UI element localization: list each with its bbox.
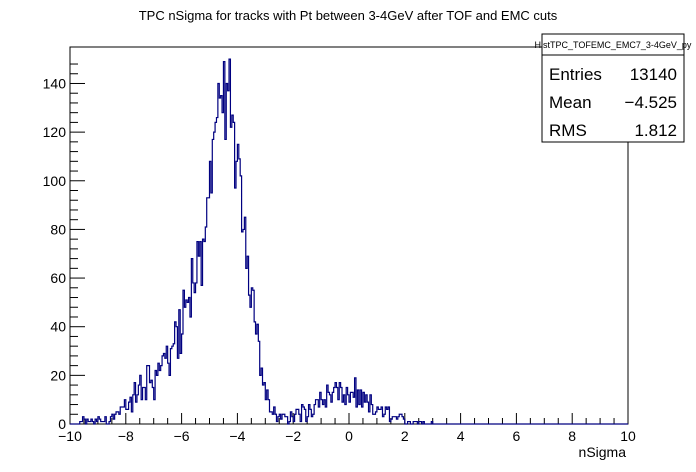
x-tick-label: 8 xyxy=(568,428,576,444)
y-tick-label: 20 xyxy=(50,367,66,383)
y-tick-label: 100 xyxy=(43,173,67,189)
x-tick-label: 2 xyxy=(401,428,409,444)
x-axis-label: nSigma xyxy=(579,444,627,460)
stats-histogram-name: HistTPC_TOFEMC_EMC7_3-4GeV_py xyxy=(535,40,692,50)
stats-rms-value: 1.812 xyxy=(634,121,677,140)
stats-entries-value: 13140 xyxy=(630,65,677,84)
y-tick-label: 40 xyxy=(50,319,66,335)
stats-entries-label: Entries xyxy=(549,65,602,84)
y-tick-label: 120 xyxy=(43,124,67,140)
x-tick-label: 6 xyxy=(513,428,521,444)
x-tick-label: −8 xyxy=(118,428,134,444)
stats-mean-label: Mean xyxy=(549,93,592,112)
histogram-series xyxy=(70,58,628,425)
x-tick-label: −10 xyxy=(58,428,82,444)
x-tick-label: 10 xyxy=(620,428,636,444)
x-tick-label: −2 xyxy=(285,428,301,444)
x-tick-label: 0 xyxy=(345,428,353,444)
stats-box: HistTPC_TOFEMC_EMC7_3-4GeV_py Entries 13… xyxy=(535,33,692,143)
y-tick-label: 60 xyxy=(50,270,66,286)
y-tick-label: 80 xyxy=(50,221,66,237)
histogram-step-line xyxy=(70,58,628,425)
x-axis: −10 −8 −6 −4 −2 0 2 4 6 8 10 xyxy=(58,413,636,444)
stats-mean-value: −4.525 xyxy=(625,93,677,112)
x-tick-label: −6 xyxy=(174,428,190,444)
y-tick-label: 0 xyxy=(58,416,66,432)
y-axis: 0 20 40 60 80 100 120 140 xyxy=(43,63,85,432)
x-tick-label: 4 xyxy=(457,428,465,444)
stats-box-frame xyxy=(541,33,685,143)
y-tick-label: 140 xyxy=(43,75,67,91)
stats-rms-label: RMS xyxy=(549,121,587,140)
chart-title: TPC nSigma for tracks with Pt between 3-… xyxy=(139,8,558,23)
x-tick-label: −4 xyxy=(229,428,245,444)
